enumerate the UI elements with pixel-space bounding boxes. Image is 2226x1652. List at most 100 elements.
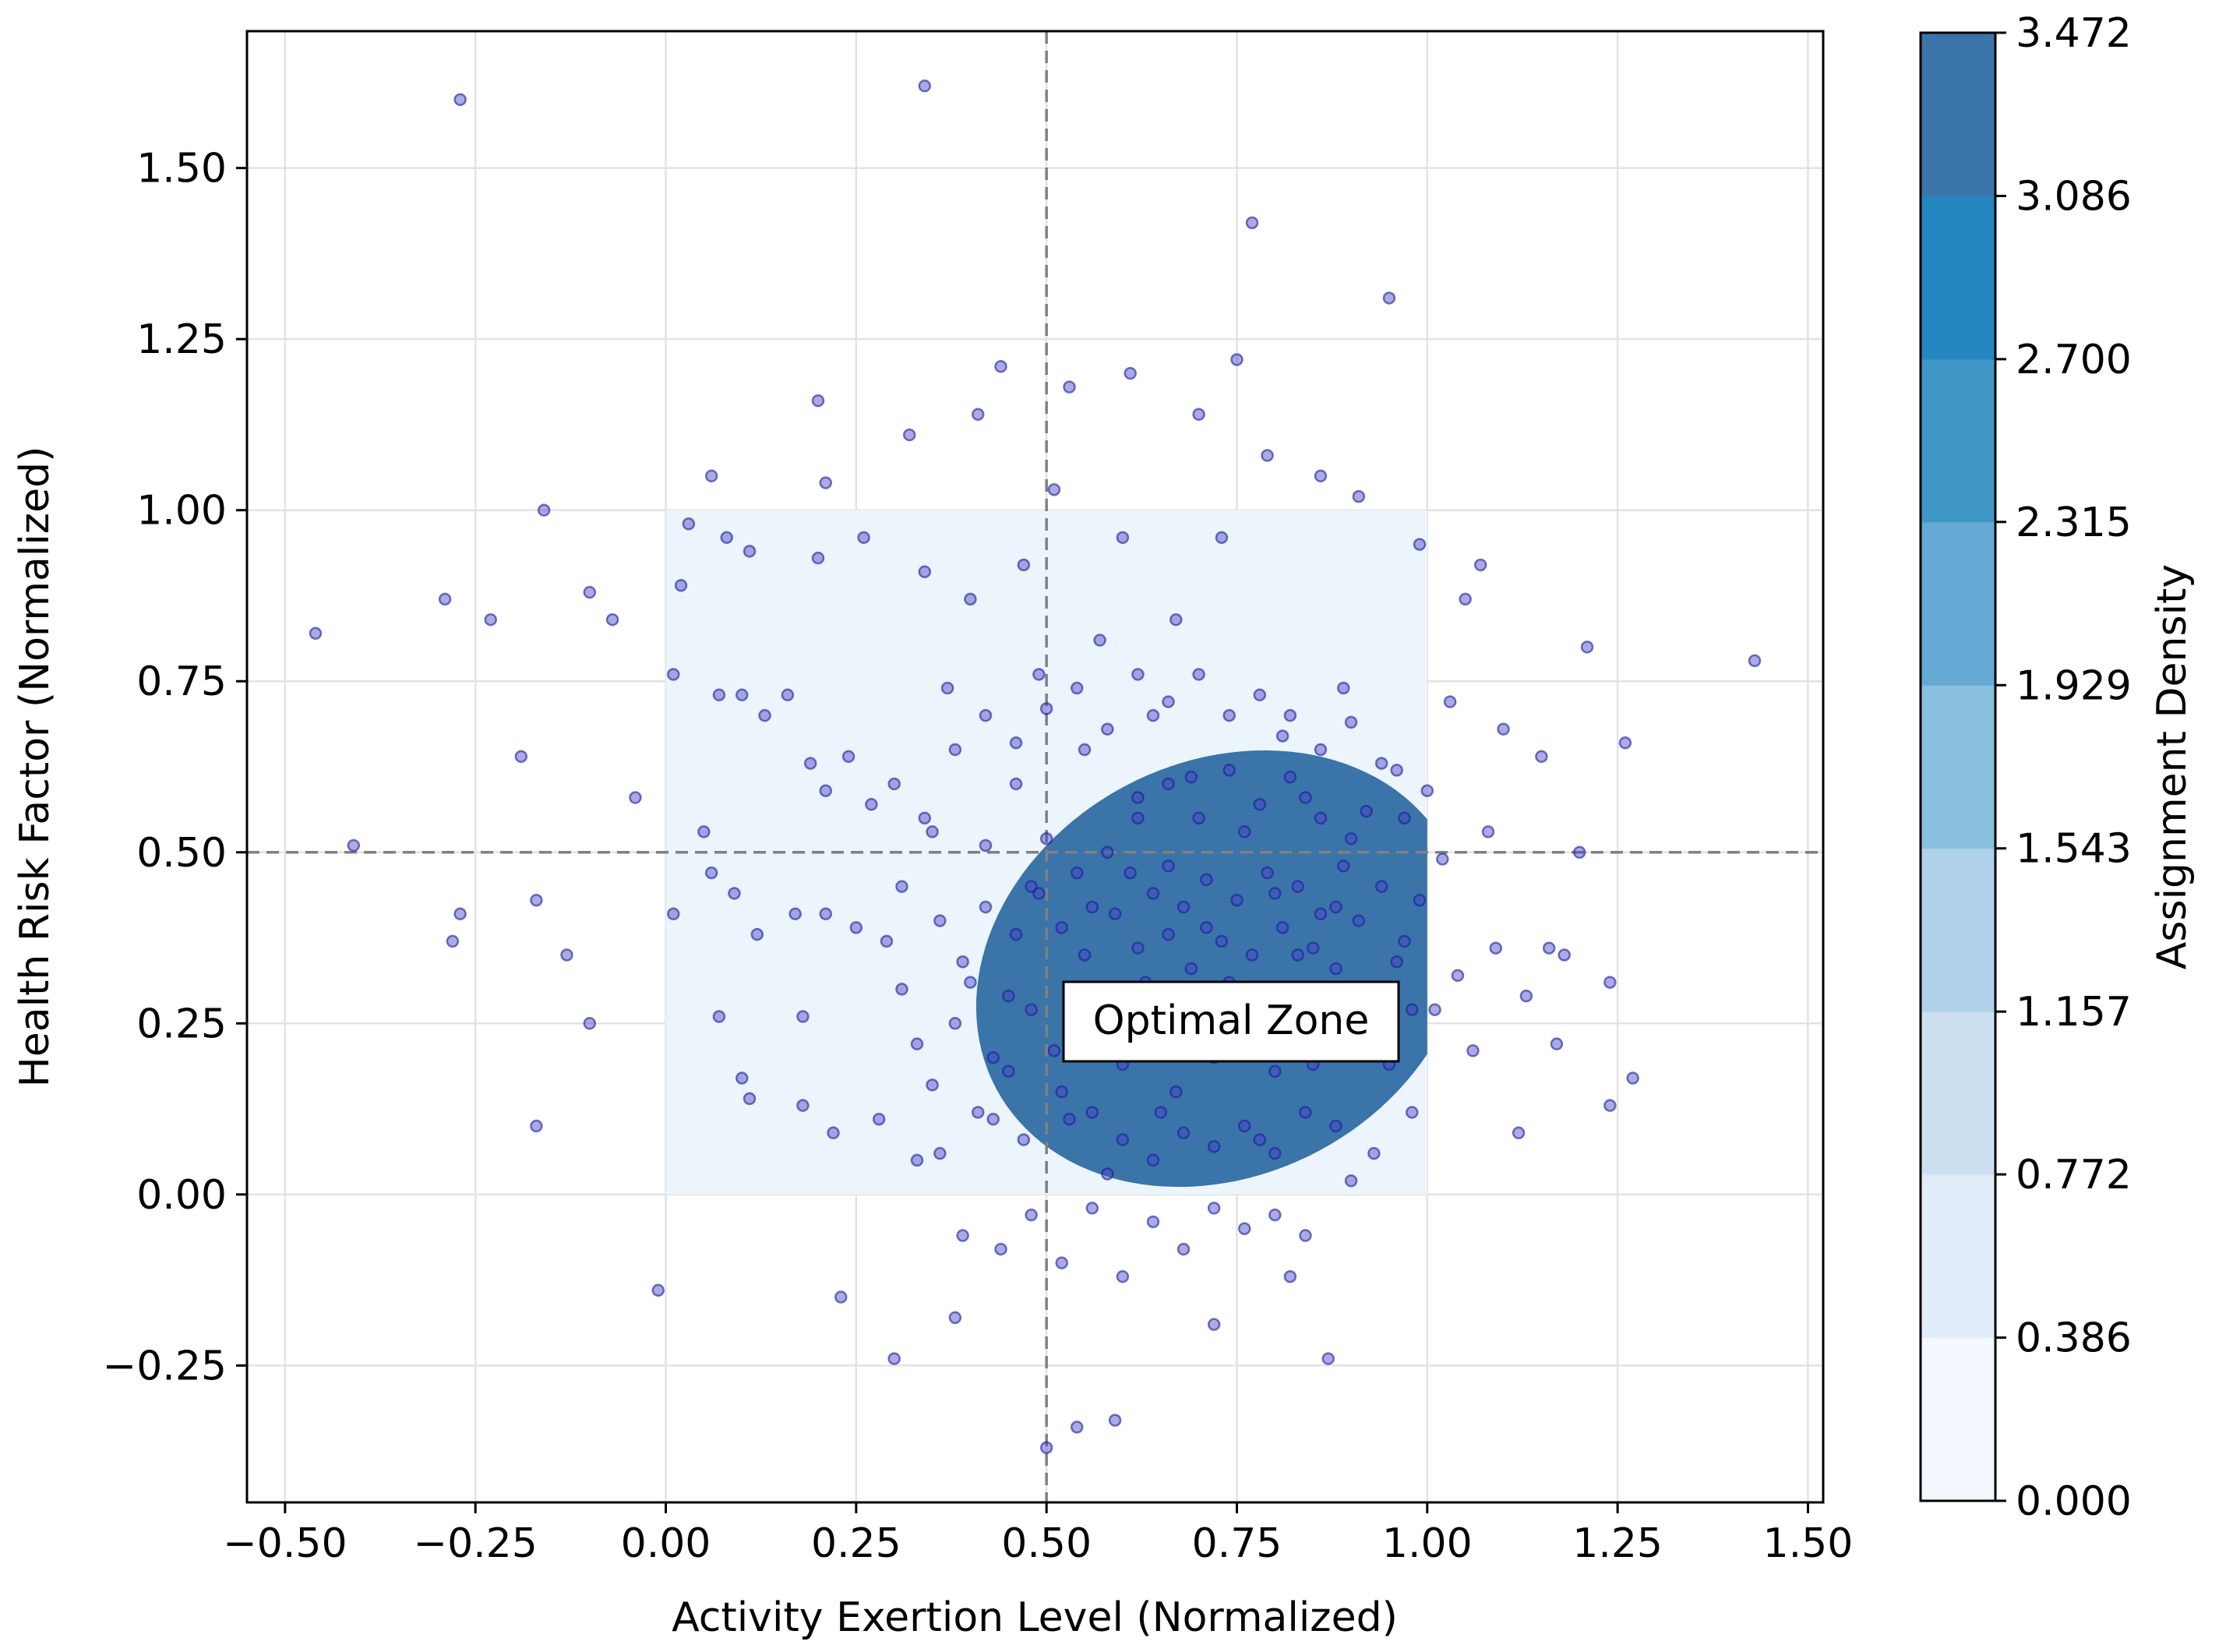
scatter-point [1473, 558, 1487, 572]
density-level [975, 750, 1427, 1188]
scatter-point [667, 668, 680, 681]
scatter-point [1390, 955, 1403, 969]
colorbar-tick-label: 0.772 [2016, 1152, 2132, 1198]
y-tick-label: 0.50 [136, 830, 227, 877]
scatter-point [902, 428, 916, 442]
scatter-point [1116, 1133, 1130, 1146]
scatter-point [1535, 750, 1548, 764]
scatter-point [1146, 708, 1160, 722]
scatter-point [1002, 1064, 1015, 1078]
scatter-point [964, 592, 977, 606]
scatter-point [872, 1112, 886, 1126]
scatter-point [651, 1283, 665, 1297]
scatter-point [1398, 934, 1411, 948]
scatter-point [1238, 825, 1251, 838]
scatter-point [1428, 1003, 1441, 1016]
colorbar-tick-label: 2.315 [2016, 499, 2132, 546]
scatter-point [1071, 1421, 1084, 1434]
scatter-point [956, 1229, 969, 1242]
colorbar: 0.000 0.386 0.772 1.157 1.543 1.929 2.315 2.700… [1919, 10, 2132, 1525]
annotation-box [1062, 980, 1400, 1063]
scatter-point [1329, 962, 1342, 976]
scatter-point [841, 750, 855, 764]
scatter-point [1306, 941, 1320, 955]
scatter-point [1283, 770, 1297, 784]
scatter-point [979, 900, 993, 914]
scatter-point [1009, 927, 1023, 941]
y-tick-label: 1.00 [136, 488, 227, 535]
scatter-point [796, 1010, 810, 1023]
scatter-point [926, 1078, 939, 1092]
y-tick-label: 0.25 [136, 1001, 227, 1047]
scatter-point [1337, 681, 1350, 695]
scatter-point [994, 360, 1007, 373]
scatter-point [453, 907, 467, 921]
scatter-point [865, 798, 878, 811]
scatter-point [1131, 941, 1145, 955]
scatter-point [811, 394, 825, 408]
scatter-point [1009, 777, 1023, 791]
scatter-point [697, 825, 711, 838]
scatter-point [560, 948, 573, 962]
scatter-point [803, 757, 817, 770]
scatter-point [1101, 1167, 1114, 1181]
colorbar-segment [1921, 33, 1995, 196]
scatter-point [1352, 489, 1366, 503]
scatter-point [1184, 770, 1198, 784]
scatter-point [1085, 1106, 1099, 1119]
scatter-point [1162, 927, 1175, 941]
scatter-point [1420, 784, 1434, 797]
scatter-point [1093, 634, 1106, 647]
colorbar-tick-label: 0.386 [2016, 1315, 2132, 1362]
scatter-point [1085, 900, 1099, 914]
scatter-point [1603, 976, 1617, 989]
colorbar-tick-label: 2.700 [2016, 337, 2132, 383]
colorbar-tick-label: 1.543 [2016, 826, 2132, 873]
y-tick-label: 1.50 [136, 146, 227, 192]
x-axis-label: Activity Exertion Level (Normalized) [672, 1594, 1398, 1641]
scatter-point [1047, 483, 1061, 496]
scatter-point [1207, 1318, 1221, 1331]
scatter-point [1253, 798, 1267, 811]
scatter-point [1360, 804, 1373, 818]
scatter-point [1618, 736, 1632, 750]
scatter-point [1200, 921, 1213, 934]
scatter-point [819, 476, 832, 489]
scatter-point [537, 503, 551, 517]
scatter-point [1192, 668, 1205, 681]
scatter-point [986, 1050, 1000, 1064]
scatter-point [674, 579, 688, 592]
scatter-point [1131, 791, 1145, 804]
scatter-point [971, 408, 985, 422]
scatter-point [1146, 887, 1160, 900]
scatter-point [1184, 962, 1198, 976]
scatter-point [933, 914, 947, 927]
scatter-point [1169, 612, 1183, 627]
scatter-point [1055, 1256, 1068, 1269]
x-axis-ticks: −0.50 −0.25 0.00 0.25 0.50 0.75 1.00 1.25 1.50 [223, 1502, 1853, 1567]
scatter-point [1374, 757, 1388, 770]
scatter-point [1146, 1153, 1160, 1167]
scatter-points [309, 79, 1762, 1454]
scatter-point [1557, 948, 1571, 962]
scatter-point [1238, 1119, 1251, 1133]
scatter-point [1314, 469, 1328, 483]
scatter-point [735, 688, 749, 702]
scatter-point [1222, 764, 1236, 777]
scatter-point [484, 612, 497, 627]
scatter-point [1230, 353, 1244, 366]
scatter-point [1580, 641, 1594, 654]
scatter-point [1275, 921, 1289, 934]
scatter-point [1162, 695, 1175, 708]
colorbar-tick-label: 0.000 [2016, 1478, 2132, 1525]
x-tick-label: 1.25 [1572, 1520, 1663, 1567]
scatter-point [1451, 969, 1465, 983]
scatter-point [1039, 1441, 1053, 1454]
scatter-point [1017, 558, 1031, 572]
scatter-point [1344, 1174, 1358, 1188]
scatter-point [1063, 1112, 1076, 1126]
scatter-point [1291, 948, 1304, 962]
scatter-point [1344, 715, 1358, 729]
scatter-point [1406, 1003, 1419, 1016]
scatter-point [530, 893, 543, 907]
